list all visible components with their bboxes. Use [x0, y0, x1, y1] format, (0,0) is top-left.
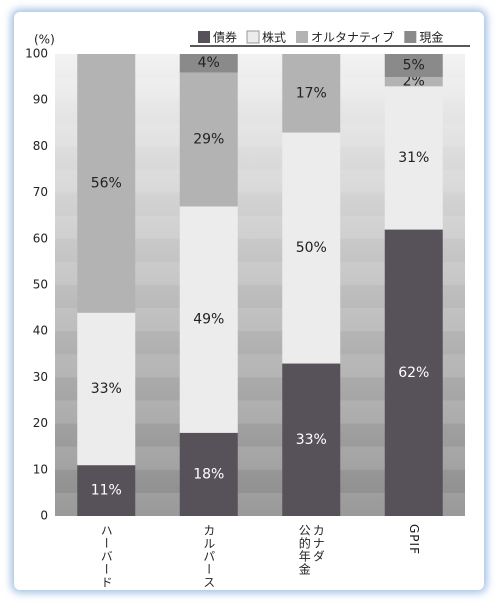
plot-stripe: [55, 446, 465, 470]
x-tick-label: カナダ 公的年金: [297, 524, 326, 576]
y-tick-label: 10: [33, 462, 48, 476]
bar-segment: [282, 54, 341, 133]
bar-segment: [384, 77, 443, 87]
value-label: 5%: [403, 58, 425, 74]
y-unit-label: (%): [34, 33, 55, 47]
value-label: 50%: [296, 240, 327, 256]
legend-swatch: [404, 31, 417, 43]
value-label: 62%: [398, 365, 429, 381]
bar-segment: [179, 206, 238, 433]
legend-label: 現金: [419, 30, 443, 45]
plot-stripe: [55, 169, 465, 193]
plot-stripe: [55, 123, 465, 147]
value-label: 29%: [193, 131, 224, 147]
value-label: 33%: [296, 432, 327, 448]
plot-stripe: [55, 308, 465, 332]
value-label: 4%: [198, 55, 220, 71]
plot-stripe: [55, 400, 465, 424]
y-tick-label: 70: [33, 185, 48, 199]
y-tick-label: 50: [33, 278, 48, 292]
bar-segment: [384, 229, 443, 516]
plot-stripe: [55, 215, 465, 239]
legend-label: 株式: [262, 30, 286, 45]
legend-label: オルタナティブ: [311, 30, 394, 45]
value-label: 56%: [91, 175, 122, 191]
x-tick-label: GPIF: [406, 524, 421, 555]
legend-swatch: [246, 30, 260, 44]
y-tick-label: 80: [33, 139, 48, 153]
bar-segment: [282, 363, 341, 516]
plot-stripe: [55, 354, 465, 378]
bar-segment: [77, 54, 136, 313]
plot-stripe: [55, 77, 465, 101]
value-label: 11%: [91, 483, 122, 499]
bar-segment: [77, 312, 136, 466]
bar-segment: [77, 465, 136, 516]
value-label: 2%: [403, 74, 425, 90]
value-label: 49%: [193, 312, 224, 328]
legend-label: 債券: [213, 30, 237, 45]
y-tick-label: 60: [33, 231, 48, 245]
bar-segment: [282, 132, 341, 364]
value-label: 17%: [296, 85, 327, 101]
y-tick-label: 30: [33, 370, 48, 384]
x-tick-label: カルパース: [201, 524, 216, 589]
legend-swatch: [198, 31, 210, 43]
plot-stripe: [55, 261, 465, 285]
y-tick-label: 90: [33, 93, 48, 107]
value-label: 33%: [91, 381, 122, 397]
y-tick-label: 100: [25, 47, 48, 61]
y-tick-label: 0: [40, 509, 48, 523]
x-tick-label: ハーバード: [99, 524, 114, 589]
bar-segment: [384, 54, 443, 78]
y-tick-label: 40: [33, 324, 48, 338]
bar-segment: [179, 72, 238, 207]
value-label: 18%: [193, 466, 224, 482]
plot-stripe: [55, 492, 465, 516]
y-tick-label: 20: [33, 416, 48, 430]
legend-swatch: [296, 31, 309, 43]
bar-segment: [179, 432, 238, 516]
bar-segment: [179, 54, 238, 73]
value-label: 31%: [398, 150, 429, 166]
bar-segment: [384, 86, 443, 230]
